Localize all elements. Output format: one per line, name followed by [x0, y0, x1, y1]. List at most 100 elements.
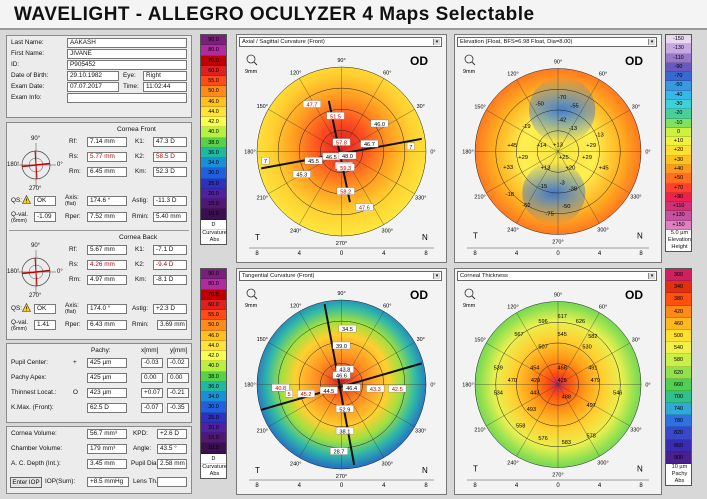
eye-field[interactable]: Right	[143, 71, 187, 81]
map-value-label: +45	[599, 166, 609, 172]
scale-cell: 90.0	[201, 269, 226, 280]
first-name-field[interactable]: JIVANE	[67, 49, 187, 59]
x-tick-label: 4	[515, 251, 519, 257]
ac-depth-label: A. C. Depth (Int.):	[11, 460, 61, 467]
map-value-label: 57.8	[336, 141, 347, 147]
chevron-down-icon[interactable]: ▾	[648, 39, 655, 45]
chevron-down-icon[interactable]: ▾	[648, 273, 655, 279]
elevation-map[interactable]: Elevation (Float, BFS=6.98 Float, Dia=8.…	[454, 34, 662, 263]
zoom-mm-label: 9mm	[245, 69, 258, 75]
tangential-curvature-map[interactable]: Tangential Curvature (Front) ▾ 8 4 0 4 8 T N 90° 1…	[236, 268, 447, 495]
map-type-select[interactable]: Axial / Sagittal Curvature (Front) ▾	[239, 37, 442, 47]
map-value-label: -50	[536, 102, 544, 108]
map-canvas[interactable]: 8 4 0 4 8 T N 90° 120° 60° 150° 30° 180° 0° 210° 330° 24…	[455, 49, 661, 262]
front-qval-label: Q-val.	[11, 211, 29, 218]
map-value-label: 28.7	[334, 450, 345, 456]
front-qs-label: QS:	[11, 197, 23, 204]
pachy-row-value: 423 µm	[87, 388, 127, 398]
map-value-label: +25	[559, 155, 569, 161]
scale-cell: 820	[666, 427, 691, 440]
scale-cell: +90	[666, 192, 691, 203]
map-value-label: 626	[576, 319, 585, 325]
front-deg90: 90°	[31, 136, 41, 142]
degree-label: 330°	[415, 428, 426, 434]
exam-info-field[interactable]	[67, 93, 187, 103]
degree-label: 240°	[507, 227, 518, 233]
x-tick-label: 8	[255, 251, 259, 257]
scale-cell: 30.0	[201, 168, 226, 179]
map-value-label: 7	[264, 159, 267, 165]
degree-label: 150°	[257, 337, 268, 343]
scale-cell: 34.0	[201, 158, 226, 169]
map-value-label: 42.5	[392, 387, 403, 393]
x-tick-label: 8	[424, 483, 428, 489]
back-rper-field: 6.43 mm	[87, 320, 127, 330]
time-field[interactable]: 11:02:44	[143, 82, 187, 92]
map-canvas[interactable]: 8 4 0 4 8 T N 90° 120° 60° 150° 30° 180° 0° 210° 330° 24…	[455, 283, 661, 494]
back-axis-label: Axis:	[65, 302, 79, 309]
degree-label: 300°	[597, 460, 608, 466]
map-value-label: -50	[562, 204, 570, 210]
lens-thickness-field[interactable]	[157, 477, 187, 487]
degree-label: 0°	[645, 150, 650, 156]
last-name-field[interactable]: AAKASH	[67, 38, 187, 48]
x-tick-label: 0	[340, 251, 344, 257]
x-tick-label: 4	[298, 251, 302, 257]
map-value-label: 52.9	[339, 407, 350, 413]
pachy-row-symbol: +	[73, 359, 77, 366]
map-value-label: 470	[508, 378, 517, 384]
back-qs-label: QS:	[11, 305, 23, 312]
degree-label: 330°	[415, 195, 426, 201]
nasal-label: N	[637, 465, 643, 474]
degree-label: 210°	[257, 195, 268, 201]
front-rs-field: 5.77 mm	[87, 152, 127, 162]
scale-cell: 10.0	[201, 443, 226, 454]
id-field[interactable]: P905452	[67, 60, 187, 70]
enter-iop-button[interactable]: Enter IOP	[10, 477, 42, 488]
dob-field[interactable]: 29.10.1982	[67, 71, 119, 81]
corneal-thickness-map[interactable]: Corneal Thickness ▾ 8 4 0 4 8 T N 90° 120° 60° 150° 3…	[454, 268, 662, 495]
chevron-down-icon[interactable]: ▾	[433, 39, 440, 45]
scale-cell: 50.0	[201, 320, 226, 331]
back-deg270: 270°	[29, 293, 42, 299]
map-type-select[interactable]: Elevation (Float, BFS=6.98 Float, Dia=8.…	[457, 37, 657, 47]
front-axis-field: 174.6 °	[87, 196, 127, 206]
scale-cell: +70	[666, 183, 691, 193]
x-tick-label: 0	[340, 483, 344, 489]
x-tick-label: 4	[382, 251, 386, 257]
map-canvas[interactable]: 8 4 0 4 8 T N 90° 120° 60° 150° 30° 180° 0° 210° 330° 24…	[237, 49, 446, 262]
map-canvas[interactable]: 8 4 0 4 8 T N 90° 120° 60° 150° 30° 180° 0° 210° 330° 24…	[237, 283, 446, 494]
back-rf-field: 5.67 mm	[87, 245, 127, 255]
scale-cell: D	[201, 219, 226, 230]
front-rper-label: Rper:	[65, 213, 81, 220]
scale-cell: 700	[666, 390, 691, 404]
chevron-down-icon[interactable]: ▾	[433, 273, 440, 279]
map-type-select[interactable]: Corneal Thickness ▾	[457, 271, 657, 281]
degree-label: 90°	[337, 291, 345, 297]
map-value-label: 45.3	[296, 173, 307, 179]
map-value-label: 34.5	[342, 327, 353, 333]
eye-indicator: OD	[625, 54, 643, 68]
degree-label: 120°	[507, 305, 518, 311]
scale-cell: 20.0	[201, 188, 226, 199]
curvature-scale-top: 90.0 80.0 70.0 60.0 55.0 50.0 46.0 44.0 42.0 40.0…	[200, 34, 227, 245]
degree-label: 30°	[632, 105, 640, 111]
exam-date-label: Exam Date:	[11, 83, 45, 90]
map-value-label: 45.5	[308, 159, 319, 165]
axial-curvature-map[interactable]: Axial / Sagittal Curvature (Front) ▾ 8 4 0 4 8…	[236, 34, 447, 263]
map-value-label: -75	[546, 211, 554, 217]
map-value-label: -38	[569, 186, 577, 192]
back-rmin-field: 3.69 mm	[157, 320, 187, 330]
map-value-label: 443	[530, 390, 539, 396]
degree-label: 330°	[630, 195, 641, 201]
degree-label: 60°	[383, 70, 391, 76]
map-value-label: 493	[527, 407, 536, 413]
degree-label: 180°	[462, 150, 473, 156]
map-value-label: 539	[494, 365, 503, 371]
map-value-label: 58.2	[340, 190, 351, 196]
cornea-panel: Cornea Front 90° 0° 180° 270° Rf: 7.14 m…	[6, 122, 192, 340]
exam-date-field[interactable]: 07.07.2017	[67, 82, 119, 92]
map-type-select[interactable]: Tangential Curvature (Front) ▾	[239, 271, 442, 281]
angle-field: 43.5 °	[157, 444, 187, 454]
eye-label: Eye:	[123, 72, 136, 79]
